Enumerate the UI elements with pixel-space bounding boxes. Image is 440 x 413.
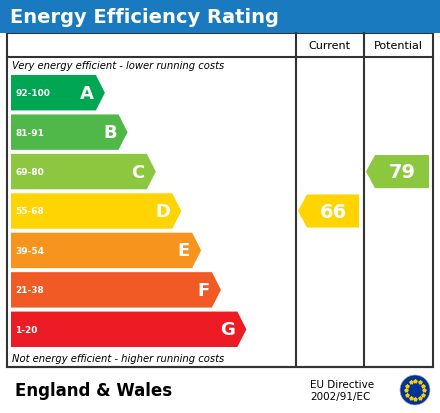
Polygon shape <box>366 156 429 189</box>
Text: Potential: Potential <box>374 41 423 51</box>
Text: Energy Efficiency Rating: Energy Efficiency Rating <box>10 7 279 26</box>
Text: E: E <box>178 242 190 260</box>
Polygon shape <box>11 194 181 229</box>
Text: F: F <box>198 281 210 299</box>
Polygon shape <box>11 115 128 150</box>
Text: Very energy efficient - lower running costs: Very energy efficient - lower running co… <box>12 61 224 71</box>
Bar <box>7 34 433 367</box>
Text: 92-100: 92-100 <box>15 89 50 98</box>
Polygon shape <box>298 195 359 228</box>
Text: 21-38: 21-38 <box>15 286 44 294</box>
Bar <box>0 0 440 34</box>
Circle shape <box>400 375 430 405</box>
Text: 81-91: 81-91 <box>15 128 44 137</box>
Text: B: B <box>103 124 117 142</box>
Text: Current: Current <box>308 41 351 51</box>
Text: 2002/91/EC: 2002/91/EC <box>310 391 370 401</box>
Text: Not energy efficient - higher running costs: Not energy efficient - higher running co… <box>12 353 224 363</box>
Polygon shape <box>11 154 156 190</box>
Text: 79: 79 <box>389 163 415 182</box>
Text: 66: 66 <box>319 202 347 221</box>
Text: G: G <box>220 320 235 339</box>
Text: 69-80: 69-80 <box>15 168 44 177</box>
Polygon shape <box>11 312 246 347</box>
Text: EU Directive: EU Directive <box>310 379 374 389</box>
Text: C: C <box>132 163 145 181</box>
Text: D: D <box>155 202 170 221</box>
Text: A: A <box>80 85 94 102</box>
Text: 55-68: 55-68 <box>15 207 44 216</box>
Text: 1-20: 1-20 <box>15 325 37 334</box>
Text: England & Wales: England & Wales <box>15 381 172 399</box>
Polygon shape <box>11 233 201 268</box>
Polygon shape <box>11 76 105 111</box>
Polygon shape <box>11 273 221 308</box>
Text: 39-54: 39-54 <box>15 246 44 255</box>
